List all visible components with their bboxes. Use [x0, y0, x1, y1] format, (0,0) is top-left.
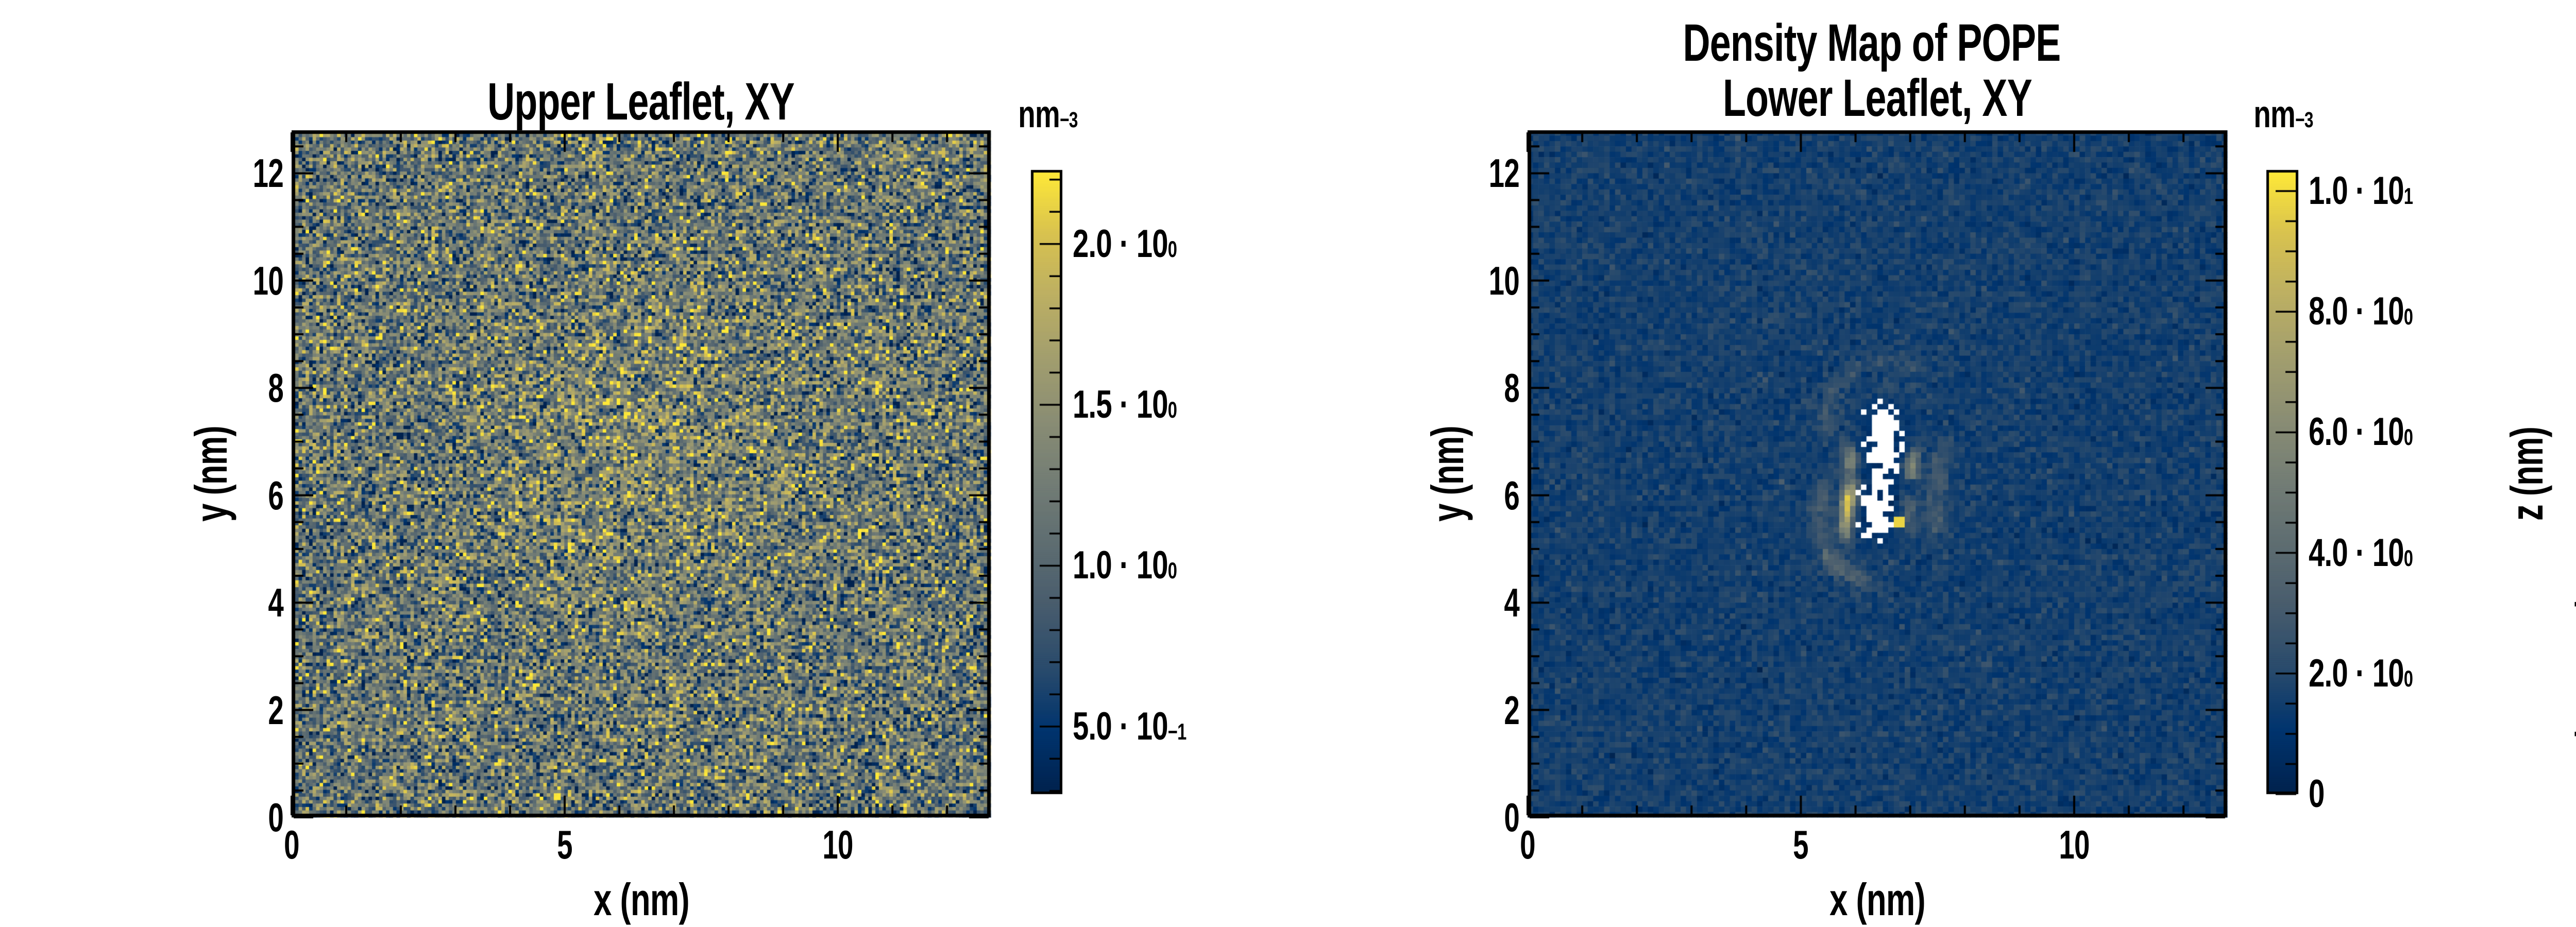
plot-title: Upper Leaflet, XY [487, 72, 795, 131]
y-tick-label: 8 [1504, 365, 1519, 411]
x-tick-label: 0 [1520, 822, 1535, 867]
y-tick-label: 8 [268, 365, 283, 411]
colorbar-unit-label: nm−3 [1018, 93, 1078, 135]
colorbar-tick-label: 1.5 · 100 [1073, 383, 1177, 427]
x-axis-label: x (nm) [1829, 874, 1925, 925]
colorbar-tick-label: 1.0 · 100 [1073, 543, 1177, 588]
x-tick-label: 5 [557, 822, 572, 867]
colorbar-tick-label: 4.0 · 100 [2309, 530, 2413, 575]
colorbar-unit-label: nm−3 [2253, 93, 2313, 135]
y-tick-label: 10 [1488, 258, 1520, 303]
colorbar-tick-label: 1.0 · 101 [2309, 168, 2413, 213]
y-tick-label: 4 [1504, 580, 1519, 626]
colorbar-tick-label: 0 [2309, 772, 2325, 816]
y-tick-label: 2 [1504, 687, 1519, 733]
x-tick-label: 10 [2059, 822, 2090, 867]
figure-suptitle: Density Map of POPE [1683, 13, 2061, 72]
y-tick-label: 6 [1504, 472, 1519, 518]
y-tick-label: 4 [268, 580, 283, 626]
y-tick-label: 12 [252, 150, 284, 196]
y-axis-label: z (nm) [2501, 426, 2552, 521]
y-tick-label: −2 [2573, 583, 2576, 624]
y-tick-label: 2 [268, 687, 283, 733]
colorbar-tick-label: 2.0 · 100 [2309, 651, 2413, 695]
y-tick-label: 10 [252, 258, 284, 303]
x-tick-label: 0 [284, 822, 299, 867]
plot-title: Lower Leaflet, XY [1723, 68, 2032, 127]
x-tick-label: 5 [1793, 822, 1809, 867]
y-axis-label: y (nm) [1422, 426, 1473, 522]
y-axis-label: y (nm) [185, 426, 236, 522]
y-tick-label: 6 [268, 472, 283, 518]
colorbar-tick-label: 6.0 · 100 [2309, 410, 2413, 454]
colorbar-tick-label: 5.0 · 10−1 [1073, 704, 1187, 748]
y-tick-label: 0 [268, 795, 283, 840]
y-tick-label: 12 [1488, 150, 1520, 196]
x-axis-label: x (nm) [593, 874, 689, 925]
y-tick-label: −4 [2573, 713, 2576, 753]
colorbar-tick-label: 8.0 · 100 [2309, 289, 2413, 334]
colorbar-tick-label: 2.0 · 100 [1073, 221, 1177, 266]
x-tick-label: 10 [822, 822, 853, 867]
y-tick-label: 0 [1504, 795, 1519, 840]
